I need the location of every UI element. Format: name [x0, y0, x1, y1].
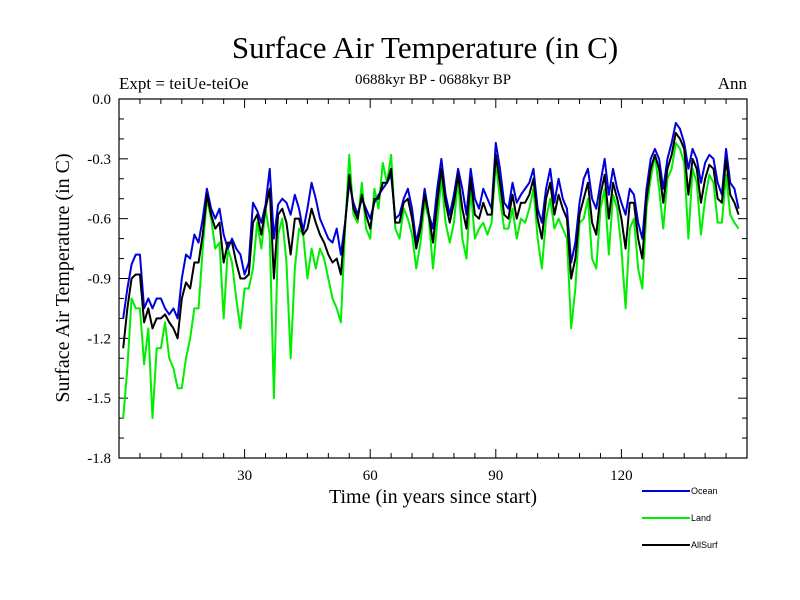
y-tick-label: -1.8 [87, 451, 111, 467]
y-tick-label: -1.2 [87, 331, 111, 347]
x-axis-tick-labels: 30 60 90 120 [237, 468, 633, 484]
season-label: Ann [718, 74, 748, 93]
x-tick-label: 60 [363, 468, 378, 484]
legend: Ocean Land AllSurf [642, 486, 718, 550]
experiment-label: Expt = teiUe-teiOe [119, 74, 248, 93]
chart-title: Surface Air Temperature (in C) [232, 30, 618, 65]
x-tick-label: 120 [610, 468, 633, 484]
x-axis-label: Time (in years since start) [329, 486, 537, 508]
x-tick-label: 90 [488, 468, 503, 484]
legend-label-land: Land [691, 513, 711, 523]
x-axis-ticks [139, 99, 727, 458]
x-tick-label: 30 [237, 468, 252, 484]
chart-subtitle: 0688kyr BP - 0688kyr BP [355, 72, 511, 88]
series-lines [122, 121, 740, 420]
y-tick-label: -1.5 [87, 391, 111, 407]
y-axis-tick-labels: 0.0 -0.3 -0.6 -0.9 -1.2 -1.5 -1.8 [87, 92, 111, 467]
allsurf-series-line [122, 131, 740, 349]
y-tick-label: -0.6 [87, 212, 111, 228]
y-tick-label: -0.3 [87, 152, 111, 168]
y-tick-label: -0.9 [87, 272, 111, 288]
land-series-line [122, 141, 740, 420]
y-axis-label: Surface Air Temperature (in C) [52, 153, 74, 402]
legend-label-ocean: Ocean [691, 486, 718, 496]
y-axis-ticks [119, 118, 747, 439]
y-tick-label: 0.0 [92, 92, 111, 108]
legend-label-allsurf: AllSurf [691, 540, 718, 550]
ocean-series-line [122, 121, 740, 320]
